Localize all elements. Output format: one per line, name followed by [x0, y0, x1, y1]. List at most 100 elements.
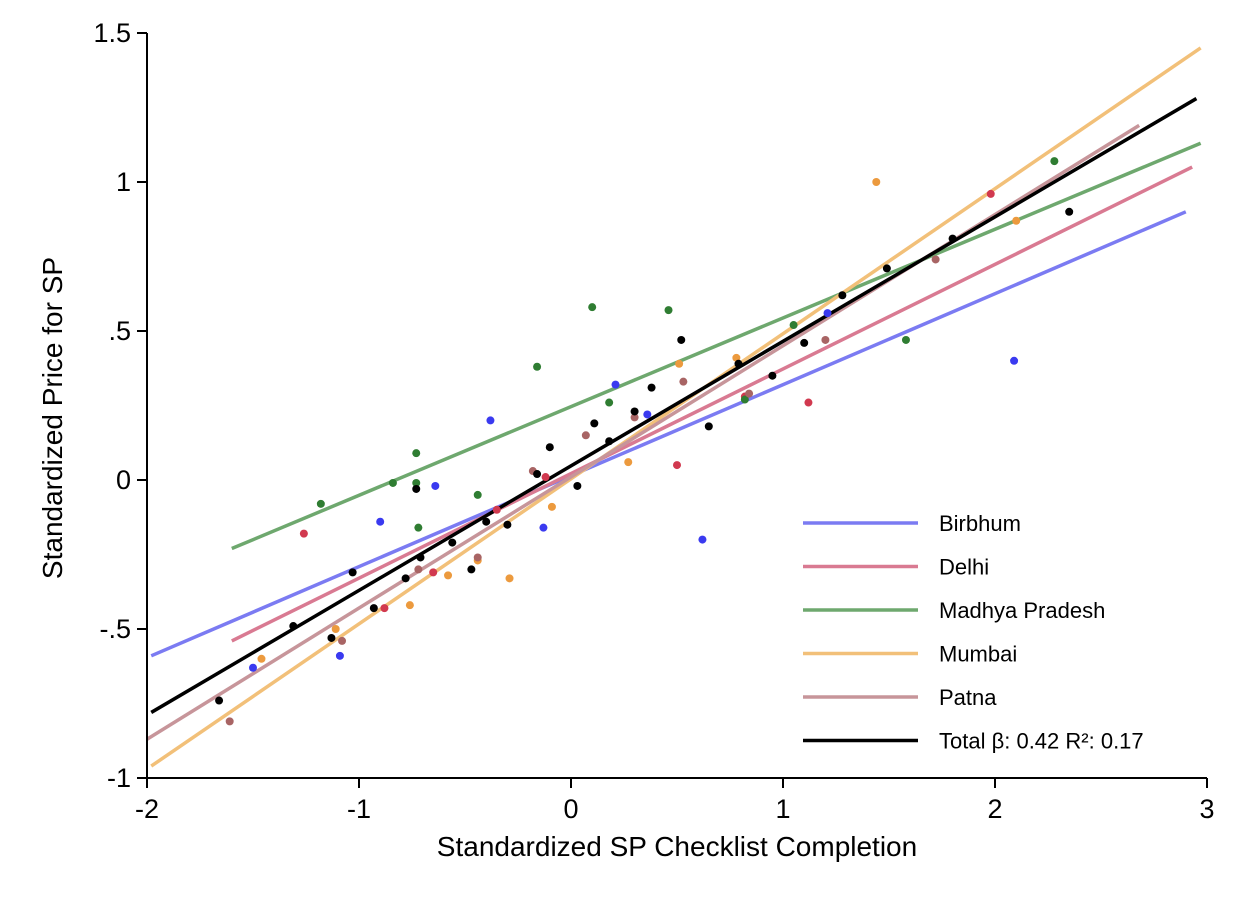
data-point-mumbai: [872, 178, 881, 186]
y-axis-title: Standardized Price for SP: [37, 257, 68, 579]
data-point-mumbai: [444, 571, 453, 580]
data-point-total: [412, 484, 421, 493]
legend-label-mumbai: Mumbai: [939, 642, 1017, 667]
y-axis-ticks: -1 -.5 0 .5 1 1.5: [93, 18, 147, 793]
fit-line-total: [150, 97, 1198, 714]
data-point-total: [838, 291, 847, 300]
data-point-patna: [931, 255, 940, 264]
x-tick-label: -2: [135, 794, 159, 824]
data-point-delhi: [380, 604, 389, 613]
legend: Birbhum Delhi Madhya Pradesh Mumbai Patna Tot…: [803, 511, 1144, 754]
data-point-total: [800, 338, 809, 347]
data-point-birbhum: [376, 517, 385, 526]
x-tick-label: 1: [775, 794, 790, 824]
data-point-madhya-pradesh: [901, 335, 910, 344]
data-point-mumbai: [547, 502, 556, 511]
data-point-madhya-pradesh: [789, 321, 798, 330]
data-point-delhi: [804, 398, 813, 407]
data-point-total: [401, 574, 410, 583]
data-point-patna: [338, 636, 347, 645]
data-point-total: [605, 437, 614, 446]
data-point-madhya-pradesh: [1050, 157, 1059, 166]
x-axis-title: Standardized SP Checklist Completion: [437, 831, 917, 862]
data-point-total: [647, 383, 656, 392]
data-point-total: [503, 520, 512, 529]
legend-label-patna: Patna: [939, 685, 997, 710]
data-point-mumbai: [331, 625, 340, 633]
data-point-total: [573, 481, 582, 490]
data-point-total: [533, 470, 542, 479]
data-point-patna: [581, 431, 590, 440]
data-point-madhya-pradesh: [664, 306, 673, 315]
data-point-total: [734, 359, 743, 368]
data-point-total: [768, 371, 777, 380]
legend-label-total: Total β: 0.42 R²: 0.17: [939, 729, 1144, 754]
data-point-total: [630, 407, 639, 416]
data-point-total: [590, 419, 599, 428]
data-point-madhya-pradesh: [533, 362, 542, 371]
data-point-total: [948, 234, 957, 243]
data-point-delhi: [492, 505, 501, 514]
data-point-birbhum: [486, 416, 495, 425]
data-point-madhya-pradesh: [605, 398, 614, 407]
data-point-patna: [630, 413, 639, 422]
data-point-madhya-pradesh: [473, 490, 482, 499]
y-tick-label: -1: [107, 763, 131, 793]
data-point-delhi: [541, 473, 550, 482]
y-tick-label: 1: [116, 167, 131, 197]
legend-label-birbhum: Birbhum: [939, 511, 1021, 536]
data-point-patna: [225, 717, 234, 726]
data-point-delhi: [673, 461, 681, 470]
data-point-madhya-pradesh: [588, 303, 597, 312]
data-point-total: [327, 633, 336, 642]
x-tick-label: 2: [987, 794, 1002, 824]
data-point-total: [677, 335, 686, 344]
data-point-total: [1065, 207, 1074, 216]
data-point-birbhum: [1010, 356, 1019, 365]
data-point-total: [882, 264, 891, 273]
data-point-madhya-pradesh: [414, 523, 423, 532]
data-point-total: [348, 568, 357, 577]
data-point-patna: [473, 553, 482, 562]
fit-line-birbhum: [150, 210, 1187, 658]
data-point-patna: [679, 377, 688, 386]
data-point-patna: [821, 335, 830, 344]
x-axis-ticks: -2 -1 0 1 2 3: [135, 778, 1215, 824]
legend-label-madhya-pradesh: Madhya Pradesh: [939, 598, 1105, 623]
fit-line-madhya-pradesh: [231, 141, 1202, 551]
x-tick-label: 3: [1199, 794, 1214, 824]
data-point-mumbai: [1012, 216, 1021, 225]
y-tick-label: -.5: [99, 614, 131, 644]
x-tick-label: -1: [347, 794, 371, 824]
data-point-mumbai: [624, 458, 633, 467]
fit-line-delhi: [231, 165, 1193, 643]
data-point-mumbai: [405, 601, 414, 610]
data-point-birbhum: [698, 535, 707, 544]
data-point-madhya-pradesh: [412, 449, 421, 458]
data-point-birbhum: [611, 380, 620, 389]
data-point-birbhum: [823, 309, 832, 318]
x-tick-label: 0: [563, 794, 578, 824]
data-point-madhya-pradesh: [316, 499, 325, 508]
data-point-patna: [414, 565, 423, 574]
data-point-total: [467, 565, 476, 574]
data-point-total: [215, 696, 224, 705]
y-tick-label: .5: [108, 316, 131, 346]
data-point-total: [369, 604, 378, 613]
data-point-birbhum: [335, 651, 344, 660]
data-point-madhya-pradesh: [412, 478, 421, 487]
data-point-mumbai: [505, 574, 514, 583]
data-points: [215, 157, 1074, 726]
data-point-delhi: [429, 568, 438, 577]
data-point-madhya-pradesh: [740, 395, 749, 404]
data-point-birbhum: [249, 663, 257, 672]
data-point-mumbai: [257, 654, 266, 663]
data-point-total: [289, 622, 298, 631]
y-tick-label: 1.5: [93, 18, 131, 48]
data-point-delhi: [986, 189, 995, 198]
data-point-patna: [745, 389, 754, 398]
y-tick-label: 0: [116, 465, 131, 495]
fit-lines: [146, 46, 1202, 768]
data-point-birbhum: [643, 410, 652, 419]
